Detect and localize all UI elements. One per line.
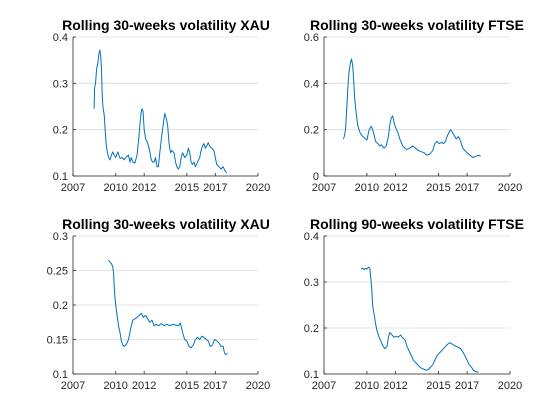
y-tick-label: 0.2: [53, 125, 68, 137]
x-tick-label: 2010: [355, 182, 379, 194]
volatility-series-line: [360, 266, 479, 373]
x-tick-label: 2012: [132, 182, 156, 194]
x-tick-label: 2007: [61, 380, 85, 392]
y-tick-label: 0.6: [304, 32, 319, 44]
x-tick-label: 2010: [103, 380, 127, 392]
x-tick-label: 2007: [312, 380, 336, 392]
panel-title: Rolling 30-weeks volatility FTSE: [310, 17, 524, 33]
x-tick-label: 2017: [455, 380, 479, 392]
y-tick-label: 0.25: [47, 266, 68, 278]
x-tick-label: 2015: [175, 380, 199, 392]
chart-panel-xau-30w: Rolling 30-weeks volatility XAU 0.1 0.2 0.…: [53, 17, 271, 194]
y-tick-label: 0.3: [304, 277, 319, 289]
panel-title: Rolling 90-weeks volatility FTSE: [310, 216, 524, 232]
x-tick-label: 2007: [61, 182, 85, 194]
y-tick-label: 0.1: [53, 171, 68, 183]
x-tick-label: 2012: [383, 380, 407, 392]
x-tick-label: 2012: [383, 182, 407, 194]
y-tick-label: 0.2: [304, 323, 319, 335]
x-tick-label: 2020: [498, 182, 522, 194]
y-tick-label: 0.2: [53, 300, 68, 312]
y-tick-label: 0.2: [304, 125, 319, 137]
chart-panel-ftse-30w: Rolling 30-weeks volatility FTSE 0 0.2 0.4…: [304, 17, 524, 194]
volatility-series-line: [93, 49, 228, 174]
x-tick-label: 2017: [203, 380, 227, 392]
y-tick-label: 0.4: [304, 231, 319, 243]
x-tick-label: 2015: [426, 182, 450, 194]
y-tick-label: 0.1: [53, 369, 68, 381]
y-tick-label: 0.4: [304, 78, 319, 90]
y-tick-label: 0.3: [53, 78, 68, 90]
panel-title: Rolling 30-weeks volatility XAU: [62, 216, 270, 232]
y-tick-label: 0.4: [53, 32, 68, 44]
x-tick-label: 2017: [455, 182, 479, 194]
panel-title: Rolling 30-weeks volatility XAU: [62, 17, 270, 33]
y-tick-label: 0.1: [304, 369, 319, 381]
y-tick-label: 0: [313, 171, 319, 183]
x-tick-label: 2020: [246, 182, 270, 194]
chart-panel-xau-30w-bottom: Rolling 30-weeks volatility XAU 0.1 0.15 0…: [47, 216, 271, 392]
x-tick-label: 2015: [175, 182, 199, 194]
x-tick-label: 2012: [132, 380, 156, 392]
x-tick-label: 2017: [203, 182, 227, 194]
y-tick-label: 0.3: [53, 231, 68, 243]
x-tick-label: 2015: [426, 380, 450, 392]
volatility-series-line: [108, 259, 228, 356]
chart-panel-ftse-90w: Rolling 90-weeks volatility FTSE 0.1 0.2 0…: [304, 216, 524, 392]
x-tick-label: 2020: [246, 380, 270, 392]
x-tick-label: 2007: [312, 182, 336, 194]
x-tick-label: 2020: [498, 380, 522, 392]
y-tick-label: 0.15: [47, 335, 68, 347]
x-tick-label: 2010: [355, 380, 379, 392]
volatility-series-line: [342, 58, 481, 158]
x-tick-label: 2010: [103, 182, 127, 194]
